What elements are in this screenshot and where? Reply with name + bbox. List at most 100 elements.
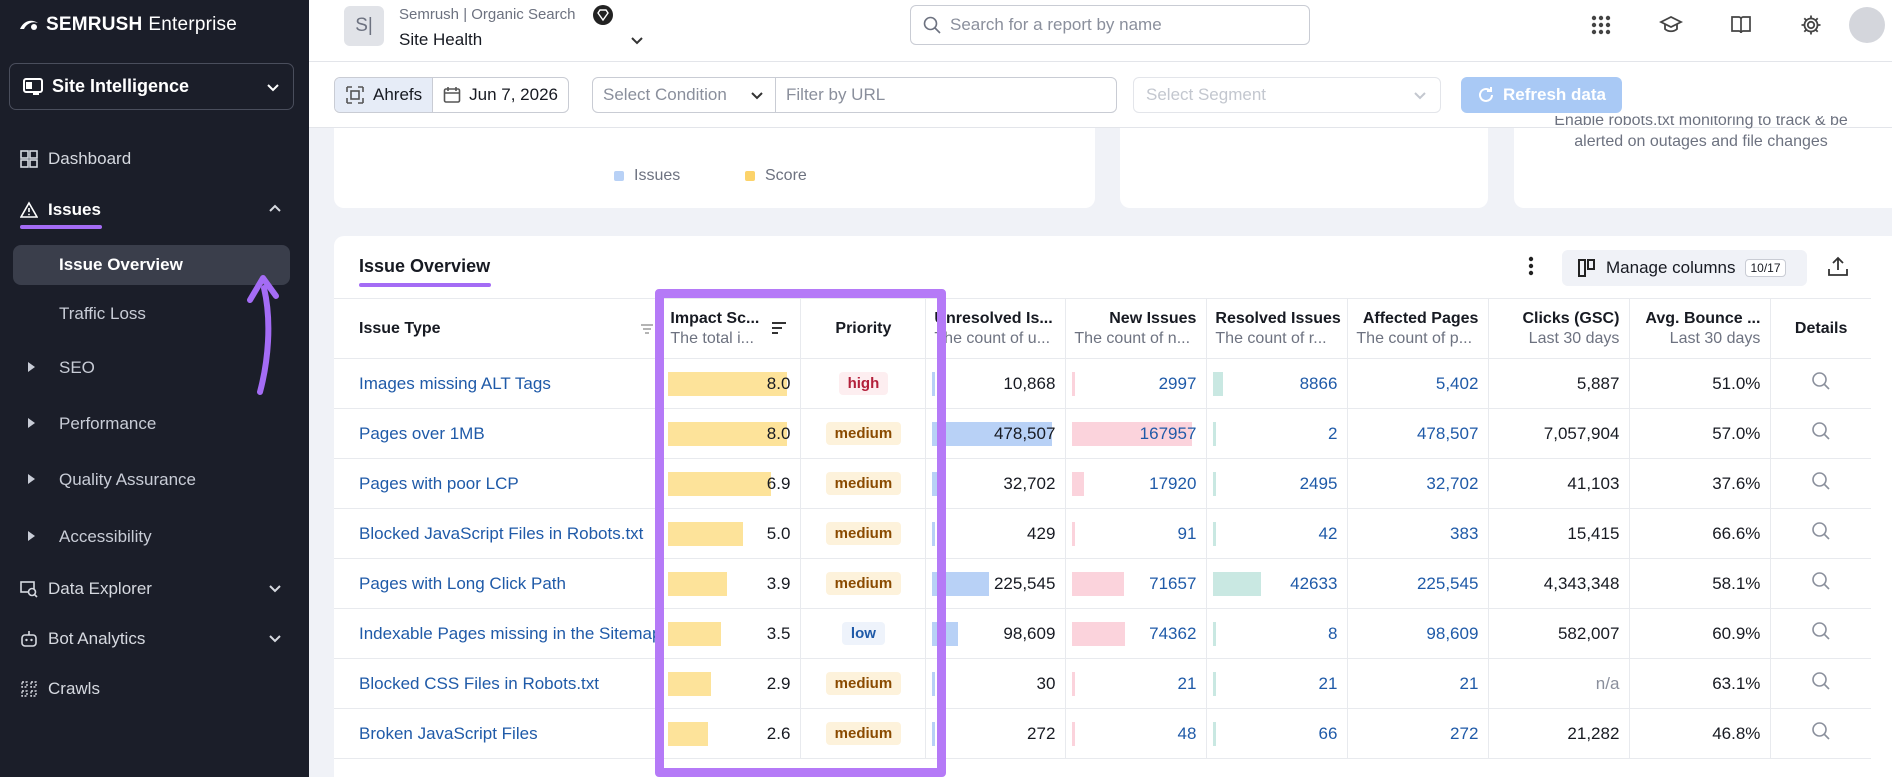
search-icon[interactable] <box>1811 421 1831 441</box>
affected-pages-value[interactable]: 21 <box>1347 658 1489 709</box>
brand-logo[interactable]: SEMRUSH Enterprise <box>18 14 237 36</box>
search-icon[interactable] <box>1811 621 1831 641</box>
details-cell[interactable] <box>1770 408 1871 459</box>
new-value[interactable]: 17920 <box>1149 473 1197 493</box>
details-cell[interactable] <box>1770 708 1871 759</box>
new-value[interactable]: 21 <box>1177 673 1197 693</box>
issue-type-link[interactable]: Images missing ALT Tags <box>334 358 662 409</box>
affected-pages-value[interactable]: 383 <box>1347 508 1489 559</box>
col-priority[interactable]: Priority <box>800 298 926 359</box>
col-impact-score[interactable]: Impact Sc... The total i... <box>661 298 801 359</box>
col-new-issues[interactable]: New Issues The count of n... <box>1065 298 1207 359</box>
knowledge-book-icon[interactable] <box>1728 12 1754 38</box>
search-input[interactable] <box>950 15 1290 35</box>
col-resolved-issues[interactable]: Resolved Issues The count of r... <box>1206 298 1348 359</box>
details-cell[interactable] <box>1770 558 1871 609</box>
sidebar-item-performance[interactable]: Performance <box>0 402 309 446</box>
sidebar-item-dashboard[interactable]: Dashboard <box>0 137 309 181</box>
date-selector[interactable]: Jun 7, 2026 <box>433 78 568 112</box>
details-cell[interactable] <box>1770 358 1871 409</box>
search-icon[interactable] <box>1811 571 1831 591</box>
col-bounce[interactable]: Avg. Bounce ... Last 30 days <box>1629 298 1771 359</box>
affected-pages-value[interactable]: 5,402 <box>1347 358 1489 409</box>
table-row[interactable]: Images missing ALT Tags 8.0 high 10,868 2997… <box>334 358 1871 409</box>
table-row[interactable]: Blocked CSS Files in Robots.txt 2.9 medium… <box>334 658 1871 709</box>
sidebar-item-issue-overview[interactable]: Issue Overview <box>0 243 309 287</box>
sidebar-item-bot-analytics[interactable]: Bot Analytics <box>0 617 309 661</box>
report-search[interactable] <box>910 5 1310 45</box>
source-selector[interactable]: Ahrefs <box>335 78 434 112</box>
sidebar-item-traffic-loss[interactable]: Traffic Loss <box>0 292 309 336</box>
table-row[interactable]: Broken JavaScript Files 2.6 medium 272 48 66 2… <box>334 708 1871 759</box>
col-affected-pages[interactable]: Affected Pages The count of p... <box>1347 298 1489 359</box>
sort-icon[interactable] <box>770 320 788 336</box>
issue-type-link[interactable]: Blocked JavaScript Files in Robots.txt <box>334 508 662 559</box>
col-details[interactable]: Details <box>1770 298 1871 359</box>
affected-pages-value[interactable]: 272 <box>1347 708 1489 759</box>
search-icon[interactable] <box>1811 721 1831 741</box>
issue-type-link[interactable]: Pages over 1MB <box>334 408 662 459</box>
issue-type-link[interactable]: Broken JavaScript Files <box>334 708 662 759</box>
sidebar-item-seo[interactable]: SEO <box>0 346 309 390</box>
resolved-value[interactable]: 2495 <box>1299 473 1338 493</box>
resolved-value[interactable]: 2 <box>1327 423 1338 443</box>
search-icon[interactable] <box>1811 671 1831 691</box>
col-issue-type[interactable]: Issue Type <box>334 298 662 359</box>
chevron-down-icon[interactable] <box>629 32 645 48</box>
affected-pages-value[interactable]: 32,702 <box>1347 458 1489 509</box>
academy-cap-icon[interactable] <box>1658 12 1684 38</box>
condition-select[interactable]: Select Condition <box>593 78 776 112</box>
search-icon[interactable] <box>1811 471 1831 491</box>
url-filter-input[interactable] <box>776 78 1116 112</box>
issue-type-link[interactable]: Pages with Long Click Path <box>334 558 662 609</box>
manage-columns-button[interactable]: Manage columns 10/17 <box>1562 250 1807 286</box>
sidebar-item-quality-assurance[interactable]: Quality Assurance <box>0 458 309 502</box>
workspace-selector[interactable]: Site Intelligence <box>9 63 294 110</box>
refresh-data-button[interactable]: Refresh data <box>1461 77 1622 113</box>
search-icon[interactable] <box>1811 371 1831 391</box>
source-date-picker[interactable]: Ahrefs Jun 7, 2026 <box>334 77 569 113</box>
new-value[interactable]: 2997 <box>1158 373 1197 393</box>
export-icon[interactable] <box>1827 256 1849 278</box>
sort-icon[interactable] <box>639 321 655 337</box>
table-row[interactable]: Pages over 1MB 8.0 medium 478,507 167957 2 478… <box>334 408 1871 459</box>
sidebar-item-crawls[interactable]: Crawls <box>0 667 309 711</box>
resolved-value[interactable]: 66 <box>1318 723 1338 743</box>
apps-grid-icon[interactable] <box>1588 12 1614 38</box>
new-value[interactable]: 167957 <box>1139 423 1197 443</box>
settings-gear-icon[interactable] <box>1798 12 1824 38</box>
new-value[interactable]: 71657 <box>1149 573 1197 593</box>
affected-pages-value[interactable]: 98,609 <box>1347 608 1489 659</box>
resolved-value[interactable]: 8866 <box>1299 373 1338 393</box>
table-row[interactable]: Pages with poor LCP 6.9 medium 32,702 17920 2… <box>334 458 1871 509</box>
issue-type-link[interactable]: Indexable Pages missing in the Sitemap <box>334 608 662 659</box>
table-row[interactable]: Pages with Long Click Path 3.9 medium 225,5… <box>334 558 1871 609</box>
segment-select[interactable]: Select Segment <box>1133 77 1441 113</box>
new-value[interactable]: 91 <box>1177 523 1197 543</box>
new-value[interactable]: 74362 <box>1149 623 1197 643</box>
project-name[interactable]: Site Health <box>399 30 483 49</box>
col-clicks[interactable]: Clicks (GSC) Last 30 days <box>1488 298 1630 359</box>
resolved-value[interactable]: 8 <box>1327 623 1338 643</box>
affected-pages-value[interactable]: 225,545 <box>1347 558 1489 609</box>
issue-type-link[interactable]: Blocked CSS Files in Robots.txt <box>334 658 662 709</box>
col-unresolved[interactable]: Unresolved Is... The count of u... <box>925 298 1066 359</box>
table-row[interactable]: Blocked JavaScript Files in Robots.txt 5.… <box>334 508 1871 559</box>
new-value[interactable]: 48 <box>1177 723 1197 743</box>
resolved-value[interactable]: 21 <box>1318 673 1338 693</box>
issue-type-link[interactable]: Pages with poor LCP <box>334 458 662 509</box>
details-cell[interactable] <box>1770 458 1871 509</box>
more-options-icon[interactable] <box>1520 254 1542 278</box>
affected-pages-value[interactable]: 478,507 <box>1347 408 1489 459</box>
details-cell[interactable] <box>1770 608 1871 659</box>
sidebar-item-accessibility[interactable]: Accessibility <box>0 515 309 559</box>
search-icon[interactable] <box>1811 521 1831 541</box>
resolved-value[interactable]: 42633 <box>1290 573 1338 593</box>
details-cell[interactable] <box>1770 658 1871 709</box>
sidebar-item-issues[interactable]: Issues <box>0 188 309 232</box>
resolved-value[interactable]: 42 <box>1318 523 1338 543</box>
user-avatar[interactable] <box>1849 7 1885 43</box>
project-avatar[interactable]: S| <box>344 6 384 46</box>
table-row[interactable]: Indexable Pages missing in the Sitemap 3.… <box>334 608 1871 659</box>
details-cell[interactable] <box>1770 508 1871 559</box>
